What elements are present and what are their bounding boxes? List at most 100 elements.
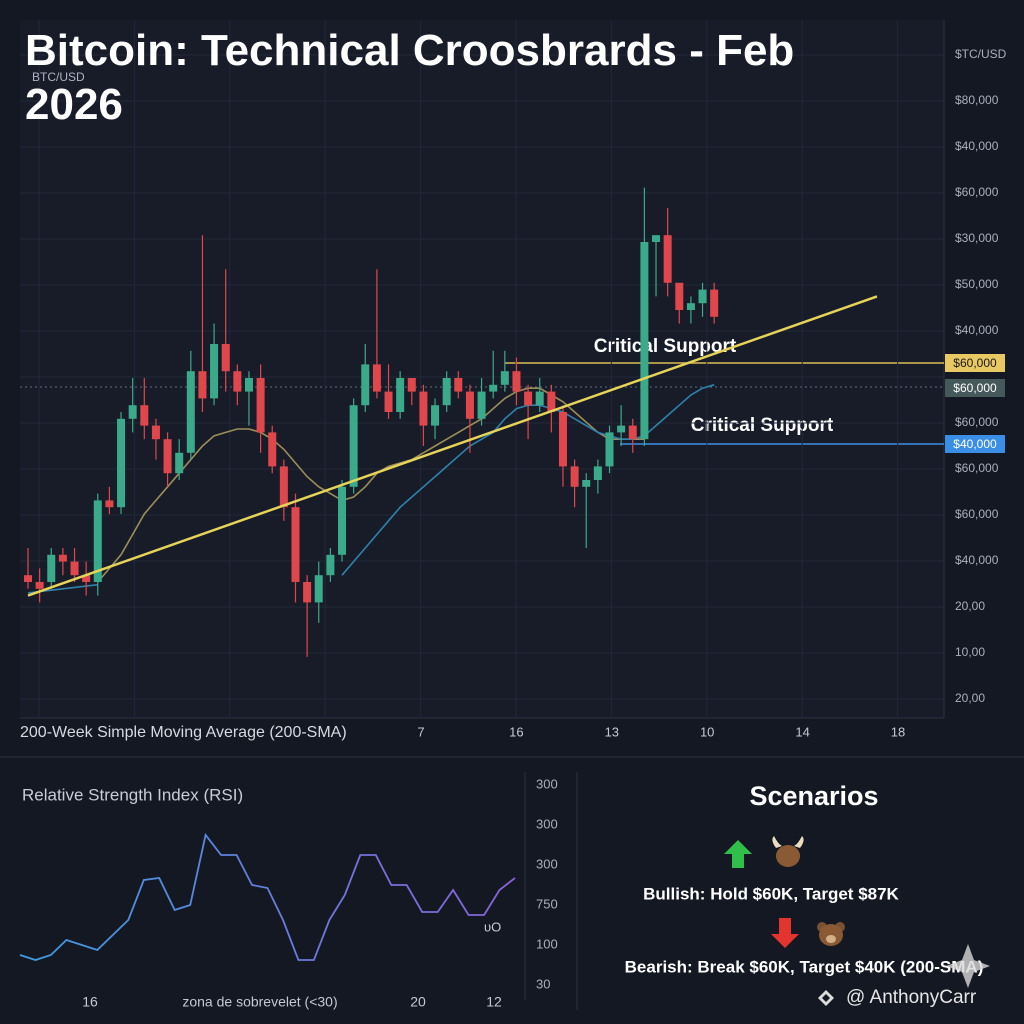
candle-body: [652, 235, 661, 242]
trend-line: [27, 295, 878, 597]
candle-body: [663, 235, 672, 283]
chart-subtitle: BTC/USD: [32, 70, 85, 84]
candle-body: [605, 432, 614, 467]
x-tick-label: 12: [486, 994, 502, 1010]
price-badge: [945, 354, 1005, 372]
y-axis-label: $TC/USD: [955, 47, 1007, 61]
candle-body: [279, 466, 288, 508]
candle-body: [117, 418, 126, 508]
bear-icon: [817, 922, 845, 946]
candle-body: [82, 575, 91, 582]
candle-body: [163, 439, 172, 474]
y-axis-label: 10,00: [955, 645, 985, 659]
candle-body: [710, 289, 719, 317]
annotation: Critical Support: [594, 336, 737, 357]
candle-body: [454, 378, 463, 392]
candle-body: [210, 344, 219, 399]
candle-body: [35, 582, 44, 589]
candle-body: [640, 242, 649, 440]
candle-body: [314, 575, 323, 603]
x-tick-label: 10: [700, 724, 714, 739]
y-axis-label: 30: [536, 976, 550, 991]
candle-body: [431, 405, 440, 426]
y-axis-label: $30,000: [955, 231, 999, 245]
candle-body: [384, 391, 393, 412]
y-axis-label: $80,000: [955, 93, 999, 107]
candle-body: [535, 391, 544, 406]
y-axis-label: 300: [536, 816, 558, 831]
candle-body: [686, 303, 695, 310]
candle-body: [198, 371, 207, 399]
candle-body: [582, 480, 591, 487]
bull-icon: [772, 836, 804, 867]
x-tick-label: 18: [891, 724, 905, 739]
candle-body: [419, 391, 428, 426]
candle-body: [675, 282, 684, 310]
annotation: Critical Support: [691, 415, 834, 436]
candle-body: [326, 554, 335, 576]
candle-body: [477, 391, 486, 419]
price-panel: [20, 20, 944, 718]
price-badge-label: $60,000: [953, 356, 997, 370]
down-arrow-icon: [771, 918, 799, 948]
candle-body: [221, 344, 230, 372]
x-tick-label: 20: [410, 994, 426, 1010]
annotation: υO: [484, 919, 501, 934]
candle-body: [593, 466, 602, 480]
candle-body: [500, 371, 509, 385]
candle-body: [70, 561, 79, 576]
candle-body: [338, 486, 347, 555]
candle-body: [105, 500, 114, 508]
logo-icon: [818, 990, 834, 1006]
price-badge: [945, 435, 1005, 453]
candle-body: [628, 425, 637, 440]
candle-body: [58, 554, 67, 562]
x-axis-label: 200-Week Simple Moving Average (200-SMA): [20, 724, 347, 741]
candle-body: [233, 371, 242, 392]
y-axis-label: $60,000: [955, 185, 999, 199]
x-tick-label: 13: [605, 724, 619, 739]
y-axis-label: $60,000: [955, 507, 999, 521]
y-axis-label: 20,00: [955, 599, 985, 613]
candle-body: [489, 384, 498, 392]
candle-body: [361, 364, 370, 406]
candle-body: [303, 582, 312, 603]
y-axis-label: 750: [536, 896, 558, 911]
candle-body: [558, 412, 567, 467]
candle-body: [140, 405, 149, 426]
x-tick-label: 7: [417, 724, 424, 739]
candle-body: [570, 466, 579, 487]
watermark: @ AnthonyCarr: [846, 987, 977, 1008]
price-badge-label: $60,000: [953, 381, 997, 395]
candle-body: [512, 371, 521, 392]
candle-body: [349, 405, 358, 487]
y-axis-label: $40,000: [955, 553, 999, 567]
candle-body: [291, 507, 300, 582]
x-tick-label: 16: [509, 724, 523, 739]
x-tick-label: 16: [82, 994, 98, 1010]
y-axis-label: 100: [536, 936, 558, 951]
sparkle-icon: [946, 944, 990, 988]
scenario-text: Bearish: Break $60K, Target $40K (200-SM…: [625, 957, 984, 976]
price-badge: [945, 379, 1005, 397]
x-tick-label: 14: [795, 724, 809, 739]
y-axis-label: 20,00: [955, 691, 985, 705]
candle-body: [617, 425, 626, 433]
x-tick-label: zona de sobrevelet (<30): [182, 994, 337, 1010]
scenarios-title: Scenarios: [749, 781, 878, 811]
candle-body: [547, 391, 556, 412]
scenario-text: Bullish: Hold $60K, Target $87K: [643, 884, 899, 903]
panel-title: Relative Strength Index (RSI): [22, 785, 243, 804]
candle-body: [244, 378, 253, 392]
chart-title: Bitcoin: Technical Croosbrards - Feb 202…: [25, 26, 795, 129]
candle-body: [698, 289, 707, 304]
up-arrow-icon: [724, 840, 752, 868]
candle-body: [465, 391, 474, 419]
price-badge-label: $40,000: [953, 437, 997, 451]
candle-body: [128, 405, 137, 419]
candle-body: [151, 425, 160, 440]
candle-body: [93, 500, 102, 582]
candle-body: [372, 364, 381, 392]
candle-body: [407, 378, 416, 392]
